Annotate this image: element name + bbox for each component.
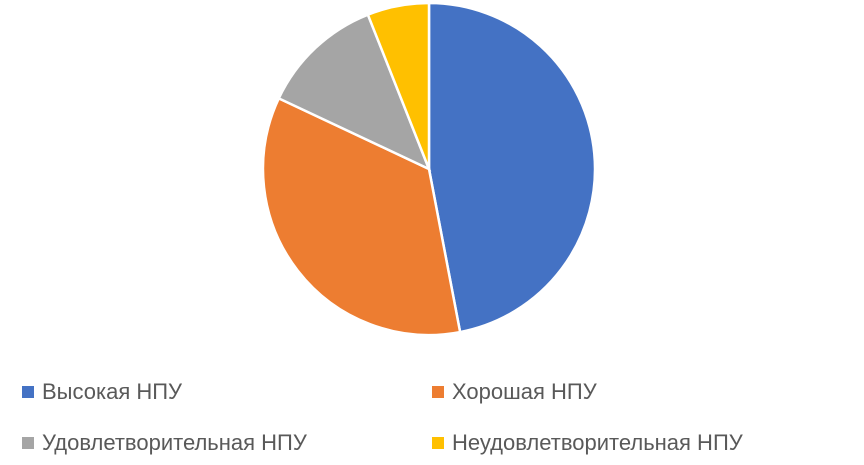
pie-slice bbox=[277, 13, 432, 172]
legend-label: Высокая НПУ bbox=[42, 379, 183, 404]
pie-slice bbox=[261, 96, 462, 337]
pie-slice bbox=[427, 1, 597, 334]
legend-swatch bbox=[22, 437, 34, 449]
legend-label: Неудовлетворительная НПУ bbox=[452, 430, 744, 455]
pie-slice bbox=[366, 1, 431, 170]
legend-label: Хорошая НПУ bbox=[452, 379, 598, 404]
legend-swatch bbox=[22, 386, 34, 398]
legend-swatch bbox=[432, 386, 444, 398]
legend-label: Удовлетворительная НПУ bbox=[42, 430, 308, 455]
legend-swatch bbox=[432, 437, 444, 449]
